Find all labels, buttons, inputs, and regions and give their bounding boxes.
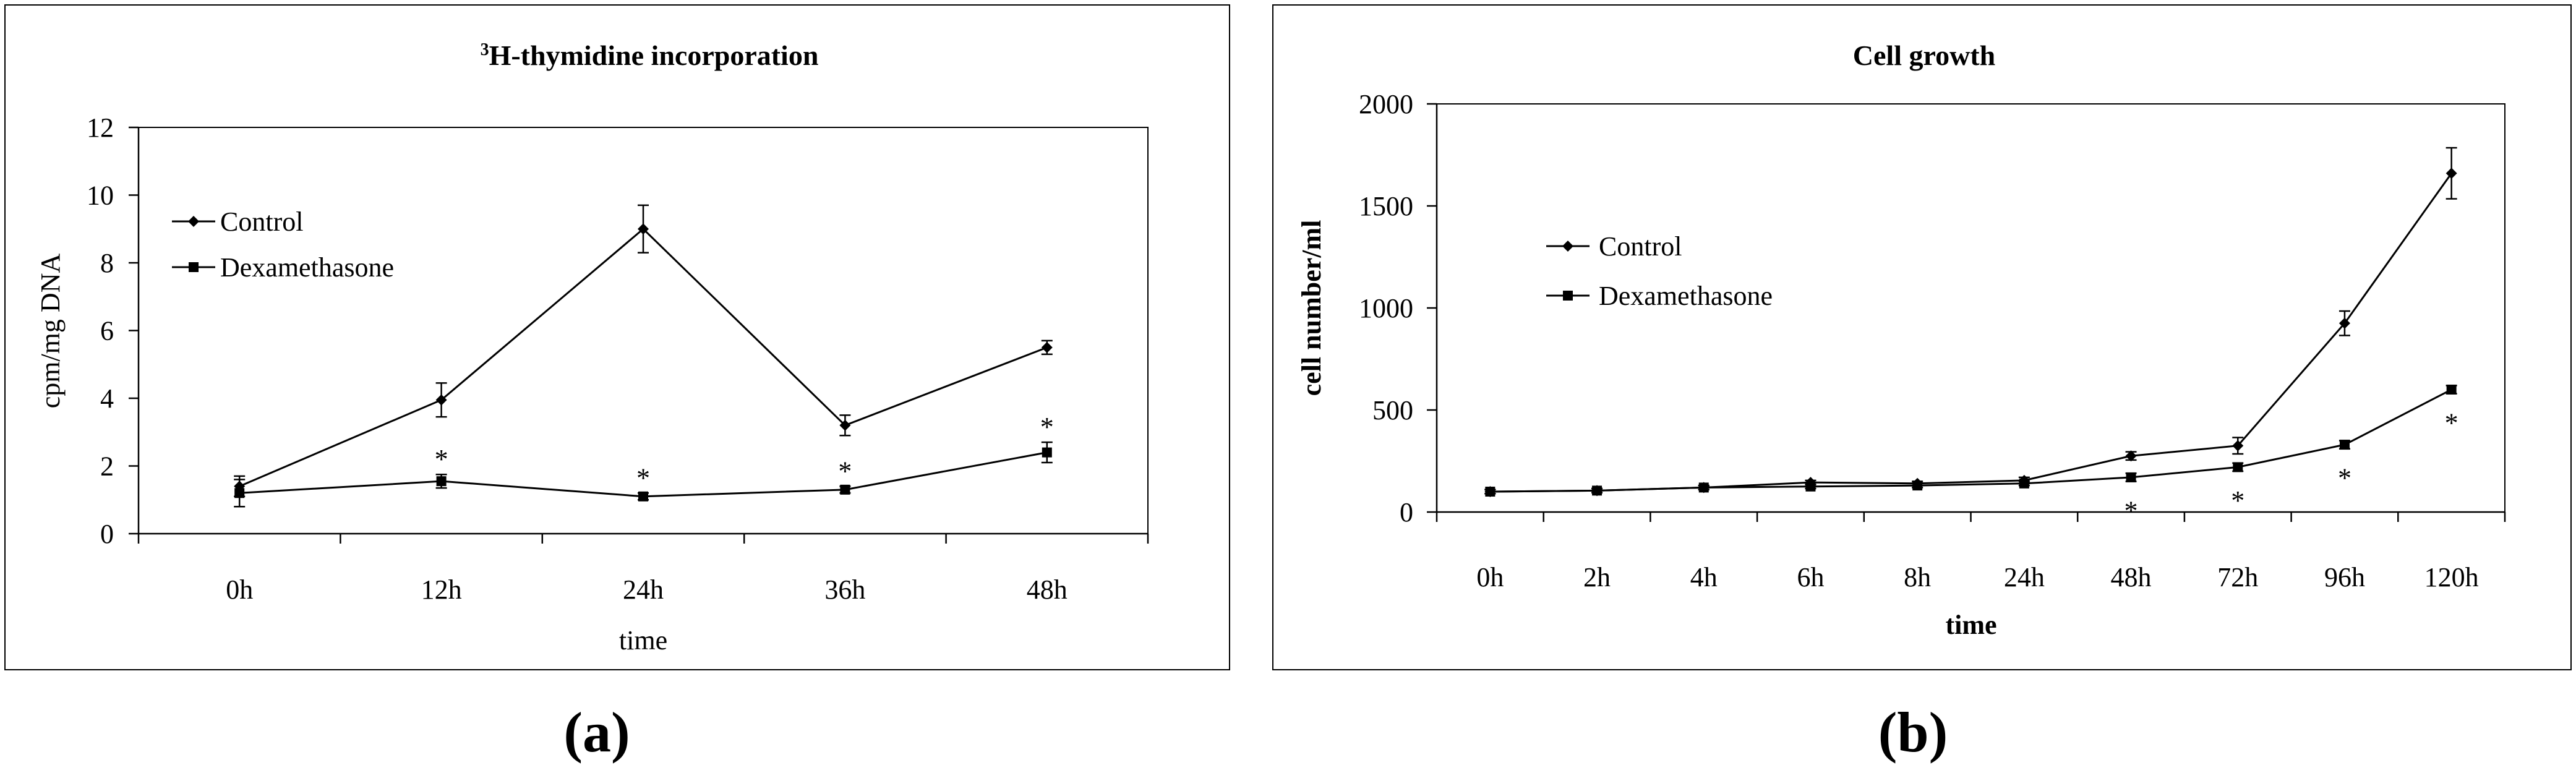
chart-b-series xyxy=(1484,147,2457,497)
chart-b-annotations: * * * * xyxy=(2125,408,2458,526)
chart-b-x-tick-label: 120h xyxy=(2424,562,2479,592)
chart-a-y-tick-label: 8 xyxy=(100,248,114,278)
chart-b-legend-marker-control xyxy=(1562,241,1573,252)
chart-b-series-control-point xyxy=(2125,450,2137,462)
chart-a-title-superscript: 3 xyxy=(481,40,489,59)
chart-a-x-tick-label: 24h xyxy=(623,574,664,605)
chart-a-y-tick-label: 2 xyxy=(100,451,114,482)
chart-a-y-ticks: 0 2 4 6 8 10 12 xyxy=(87,113,139,549)
chart-a-y-tick-label: 6 xyxy=(100,316,114,346)
chart-b-series-control-point xyxy=(2445,168,2457,179)
chart-a-series-dexamethasone-point xyxy=(1042,447,1052,458)
chart-a-y-tick-label: 10 xyxy=(87,181,114,211)
chart-a: 3H-thymidine incorporation 0 2 4 6 8 10 12 0h 1… xyxy=(4,4,1230,764)
chart-b-series-dexamethasone-point xyxy=(1912,480,1923,491)
chart-a-series-dexamethasone xyxy=(234,441,1053,508)
chart-a-series-dexamethasone-point xyxy=(638,491,648,502)
chart-b-y-tick-label: 1000 xyxy=(1359,293,1413,323)
chart-a-annotations: * * * * xyxy=(435,412,1054,493)
chart-b-significance-marker: * xyxy=(2231,485,2244,516)
chart-b-legend: Control Dexamethasone xyxy=(1546,231,1773,311)
chart-b-y-tick-label: 0 xyxy=(1400,497,1413,527)
chart-a-significance-marker: * xyxy=(435,444,448,474)
chart-a-y-tick-label: 0 xyxy=(100,519,114,549)
chart-b-series-dexamethasone-point xyxy=(1805,481,1816,492)
chart-b-x-tick-label: 48h xyxy=(2111,562,2152,592)
chart-a-frame xyxy=(4,4,1230,670)
chart-a-series-control-point xyxy=(638,223,649,235)
chart-b-x-tick-label: 72h xyxy=(2217,562,2258,592)
chart-a-legend-label-dexamethasone: Dexamethasone xyxy=(220,252,394,283)
chart-b-series-dexamethasone-point xyxy=(1698,482,1709,493)
chart-a-xlabel: time xyxy=(619,625,667,656)
chart-a-x-tick-label: 0h xyxy=(226,574,253,605)
chart-b-x-tick-label: 6h xyxy=(1797,562,1824,592)
chart-b-legend-marker-dexamethasone xyxy=(1563,291,1573,301)
chart-b-series-dexamethasone-point xyxy=(2233,462,2243,472)
chart-a-x-ticks: 0h 12h 24h 36h 48h xyxy=(137,534,1149,605)
chart-a-y-tick-label: 4 xyxy=(100,383,114,414)
chart-a-series-dexamethasone-point xyxy=(436,476,447,487)
chart-b-legend-label-control: Control xyxy=(1599,231,1682,262)
chart-a-x-tick-label: 12h xyxy=(421,574,462,605)
chart-b-series-control-point xyxy=(2232,440,2244,451)
chart-b-title: Cell growth xyxy=(1853,40,1995,71)
chart-b-x-tick-label: 8h xyxy=(1904,562,1931,592)
chart-a-series-dexamethasone-point xyxy=(234,488,245,498)
chart-a-legend-label-control: Control xyxy=(220,207,303,237)
chart-b-series-dexamethasone-point xyxy=(1485,487,1496,497)
chart-b-x-tick-label: 2h xyxy=(1583,562,1611,592)
chart-a-legend: Control Dexamethasone xyxy=(172,207,394,283)
chart-a-series-control-point xyxy=(435,394,447,406)
panel-label-b: (b) xyxy=(1878,701,1948,764)
chart-b-series-dexamethasone-line xyxy=(1490,388,2452,493)
chart-b-y-tick-label: 1500 xyxy=(1359,191,1413,221)
chart-a-series xyxy=(234,204,1053,508)
chart-b-significance-marker: * xyxy=(2125,496,2138,526)
chart-a-ylabel: cpm/mg DNA xyxy=(35,254,66,409)
chart-a-series-control-point xyxy=(1041,341,1053,353)
chart-b-significance-marker: * xyxy=(2445,408,2458,438)
chart-b-y-ticks: 0 500 1000 1500 2000 xyxy=(1359,89,1437,527)
chart-a-title-text: H-thymidine incorporation xyxy=(489,40,819,71)
chart-b-series-dexamethasone-point xyxy=(2126,472,2136,482)
chart-b-legend-label-dexamethasone: Dexamethasone xyxy=(1599,281,1773,311)
chart-b-xlabel: time xyxy=(1945,610,1996,640)
chart-b-series-dexamethasone-point xyxy=(1592,485,1603,496)
chart-b-x-tick-label: 4h xyxy=(1690,562,1718,592)
chart-b-significance-marker: * xyxy=(2338,463,2351,493)
chart-b-y-tick-label: 500 xyxy=(1372,395,1413,425)
chart-b-x-tick-label: 96h xyxy=(2324,562,2365,592)
chart-a-significance-marker: * xyxy=(838,456,852,486)
chart-a-significance-marker: * xyxy=(1040,412,1054,442)
chart-b-series-dexamethasone-point xyxy=(2019,478,2029,489)
chart-a-legend-marker-control xyxy=(188,216,199,227)
chart-a-series-dexamethasone-point xyxy=(840,484,850,495)
chart-a-legend-marker-dexamethasone xyxy=(189,262,199,272)
panel-label-a: (a) xyxy=(563,701,630,764)
chart-a-significance-marker: * xyxy=(636,463,650,493)
chart-b-series-dexamethasone-point xyxy=(2446,385,2457,395)
chart-b-x-ticks: 0h 2h 4h 6h 8h 24h 48h 72h 96h 120h xyxy=(1436,512,2506,592)
chart-b-x-tick-label: 24h xyxy=(2004,562,2045,592)
chart-b-frame xyxy=(1272,4,2572,670)
chart-b: Cell growth 0 500 1000 1500 2000 0h 2h 4h 6h 8h 2… xyxy=(1272,4,2572,764)
chart-a-series-control-point xyxy=(839,419,851,431)
chart-b-series-control-point xyxy=(2339,317,2350,329)
chart-b-series-dexamethasone xyxy=(1484,385,2457,497)
chart-b-series-dexamethasone-point xyxy=(2339,440,2350,450)
chart-a-x-tick-label: 48h xyxy=(1027,574,1068,605)
chart-b-ylabel: cell number/ml xyxy=(1296,220,1327,396)
chart-b-x-tick-label: 0h xyxy=(1476,562,1504,592)
chart-a-title: 3H-thymidine incorporation xyxy=(481,40,819,71)
chart-a-x-tick-label: 36h xyxy=(824,574,865,605)
chart-a-y-tick-label: 12 xyxy=(87,113,114,143)
chart-b-y-tick-label: 2000 xyxy=(1359,89,1413,119)
